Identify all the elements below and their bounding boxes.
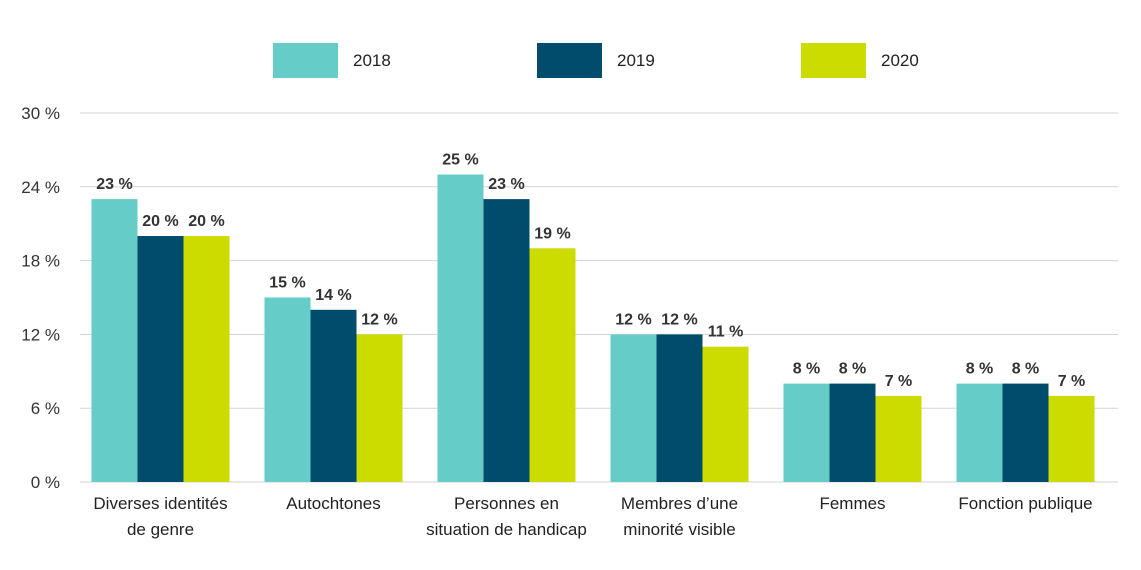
x-tick-label: minorité visible bbox=[623, 520, 735, 539]
data-label: 15 % bbox=[269, 275, 305, 292]
data-label: 20 % bbox=[188, 213, 224, 230]
x-tick-label: situation de handicap bbox=[426, 520, 587, 539]
x-tick-label: Femmes bbox=[819, 494, 885, 513]
bar-2019-4 bbox=[829, 383, 876, 482]
data-label: 7 % bbox=[885, 373, 913, 390]
data-label: 14 % bbox=[315, 287, 351, 304]
data-label: 12 % bbox=[615, 311, 651, 328]
bar-2020-0 bbox=[183, 236, 230, 482]
y-tick-label: 24 % bbox=[21, 178, 60, 197]
bar-2018-2 bbox=[437, 174, 484, 482]
data-label: 23 % bbox=[96, 176, 132, 193]
data-label: 25 % bbox=[442, 152, 478, 169]
bar-2020-5 bbox=[1048, 395, 1095, 482]
x-axis: Diverses identités de genre Autochtones Per… bbox=[93, 494, 1092, 539]
data-label: 23 % bbox=[488, 176, 524, 193]
data-label: 12 % bbox=[661, 311, 697, 328]
bar-2018-1 bbox=[264, 297, 311, 482]
y-tick-label: 6 % bbox=[31, 399, 60, 418]
data-label: 7 % bbox=[1058, 373, 1086, 390]
y-tick-label: 18 % bbox=[21, 252, 60, 271]
bar-2019-2 bbox=[483, 199, 530, 482]
x-tick-label: Personnes en bbox=[454, 494, 559, 513]
bar-2020-2 bbox=[529, 248, 576, 482]
bar-2018-3 bbox=[610, 334, 657, 482]
legend-label-2020: 2020 bbox=[881, 51, 919, 70]
data-label: 8 % bbox=[1012, 361, 1040, 378]
gridlines bbox=[80, 112, 1118, 483]
y-tick-label: 30 % bbox=[21, 104, 60, 123]
data-label: 8 % bbox=[793, 361, 821, 378]
legend: 2018 2019 2020 bbox=[273, 43, 919, 78]
legend-label-2018: 2018 bbox=[353, 51, 391, 70]
legend-swatch-2019 bbox=[537, 43, 602, 78]
data-label: 8 % bbox=[839, 361, 867, 378]
legend-label-2019: 2019 bbox=[617, 51, 655, 70]
y-tick-label: 12 % bbox=[21, 325, 60, 344]
bar-2019-0 bbox=[137, 236, 184, 482]
bars: 23 % 20 % 20 % 15 % 14 % 12 % 25 % 23 % 19 % 12 %… bbox=[91, 152, 1095, 482]
bar-2018-5 bbox=[956, 383, 1003, 482]
bar-2020-3 bbox=[702, 346, 749, 482]
bar-2018-0 bbox=[91, 199, 138, 482]
x-tick-label: Fonction publique bbox=[958, 494, 1092, 513]
data-label: 11 % bbox=[708, 324, 744, 341]
bar-2019-1 bbox=[310, 309, 357, 482]
y-tick-label: 0 % bbox=[31, 473, 60, 492]
x-tick-label: Diverses identités bbox=[93, 494, 227, 513]
bar-2020-4 bbox=[875, 395, 922, 482]
data-label: 20 % bbox=[142, 213, 178, 230]
legend-swatch-2020 bbox=[801, 43, 866, 78]
x-tick-label: Membres d’une bbox=[621, 494, 738, 513]
data-label: 19 % bbox=[534, 225, 570, 242]
data-label: 8 % bbox=[966, 361, 994, 378]
bar-2020-1 bbox=[356, 334, 403, 482]
x-tick-label: Autochtones bbox=[286, 494, 381, 513]
bar-2019-3 bbox=[656, 334, 703, 482]
bar-2018-4 bbox=[783, 383, 830, 482]
x-tick-label: de genre bbox=[127, 520, 194, 539]
legend-swatch-2018 bbox=[273, 43, 338, 78]
data-label: 12 % bbox=[361, 311, 397, 328]
y-axis: 0 % 6 % 12 % 18 % 24 % 30 % bbox=[21, 104, 60, 492]
bar-2019-5 bbox=[1002, 383, 1049, 482]
